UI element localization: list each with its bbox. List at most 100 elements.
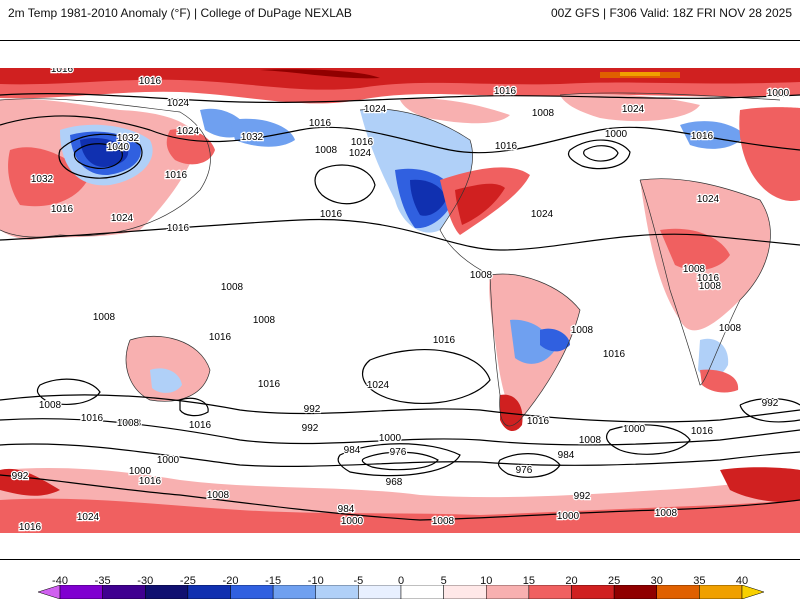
isobar-label: 1016	[351, 137, 374, 148]
isobar-label: 976	[516, 465, 533, 476]
colorbar-segment	[230, 585, 274, 599]
isobar-label: 1016	[697, 273, 720, 284]
isobar-label: 1008	[719, 323, 742, 334]
isobar-label: 1016	[51, 204, 74, 215]
isobar-label: 1008	[93, 312, 116, 323]
isobar-label: 992	[574, 491, 591, 502]
isobar-label: 1008	[699, 281, 722, 292]
isobar-label: 1016	[165, 170, 188, 181]
colorbar-tick-label: -15	[265, 575, 282, 587]
isobar-label: 1000	[767, 88, 790, 99]
colorbar-segment	[187, 585, 231, 599]
colorbar	[37, 585, 765, 599]
colorbar-segment	[358, 585, 402, 599]
colorbar-tick-label: -10	[307, 575, 324, 587]
colorbar-segment	[486, 585, 530, 599]
isobar-label: 992	[12, 471, 29, 482]
colorbar-min-arrow	[37, 585, 61, 599]
isobar-label: 1008	[315, 145, 338, 156]
colorbar-tick-label: 40	[735, 575, 749, 587]
colorbar-segment	[315, 585, 359, 599]
isobar-label: 1032	[117, 133, 140, 144]
isobar-label: 1000	[557, 511, 580, 522]
isobar-label: 1016	[691, 131, 714, 142]
colorbar-segment	[102, 585, 146, 599]
isobar-label: 1040	[107, 142, 130, 153]
map-title: 2m Temp 1981-2010 Anomaly (°F) | College…	[8, 6, 352, 20]
isobar-label: 1000	[157, 455, 180, 466]
isobar-label: 1000	[605, 129, 628, 140]
isobar-label: 984	[338, 504, 355, 515]
colorbar-segment	[59, 585, 103, 599]
isobar-label: 976	[390, 447, 407, 458]
colorbar-tick-label: -5	[353, 575, 364, 587]
isobar-label: 1008	[221, 282, 244, 293]
colorbar-tick-label: 35	[693, 575, 706, 587]
isobar-label: 968	[386, 477, 403, 488]
isobar-label: 1008	[432, 516, 455, 527]
isobar-label: 1008	[470, 270, 493, 281]
colorbar-tick-label: 25	[608, 575, 621, 587]
colorbar-tick-label: -35	[94, 575, 111, 587]
isobar-label: 1024	[167, 98, 190, 109]
isobar-label: 1008	[117, 418, 140, 429]
colorbar-max-arrow	[741, 585, 765, 599]
isobar-label: 1016	[81, 413, 104, 424]
isobar-label: 1024	[349, 148, 372, 159]
isobar-label: 992	[762, 398, 779, 409]
isobar-label: 1016	[495, 141, 518, 152]
isobar-label: 1024	[622, 104, 645, 115]
isobar-label: 1016	[527, 416, 550, 427]
isobar-label: 1016	[258, 379, 281, 390]
isobar-label: 1000	[129, 466, 152, 477]
isobar-label: 1016	[209, 332, 232, 343]
colorbar-tick-label: 30	[650, 575, 663, 587]
isobar-label: 1008	[253, 315, 276, 326]
colorbar-segment	[571, 585, 615, 599]
map-frame	[0, 40, 800, 560]
model-run-info: 00Z GFS | F306 Valid: 18Z FRI NOV 28 202…	[550, 6, 792, 20]
isobar-label: 1016	[309, 118, 332, 129]
isobar-label: 1016	[139, 476, 162, 487]
isobar-label: 1024	[531, 209, 554, 220]
colorbar-tick-label: -40	[52, 575, 68, 587]
colorbar-segment	[528, 585, 572, 599]
isobars	[0, 93, 800, 521]
isobar-label: 1016	[167, 223, 190, 234]
isobar-label: 1000	[341, 516, 364, 527]
isobar-label: 1000	[623, 424, 646, 435]
colorbar-segment	[400, 585, 444, 599]
isobar-label: 1024	[697, 194, 720, 205]
isobar-label: 992	[302, 423, 319, 434]
colorbar-segment	[443, 585, 487, 599]
isobar-label: 1024	[364, 104, 387, 115]
coastlines	[0, 92, 781, 427]
isobar-label: 1024	[111, 213, 134, 224]
isobar-label: 1008	[207, 490, 230, 501]
isobar-label: 992	[304, 404, 321, 415]
pressure-labels: 1016101610241024103210401024103210161008…	[10, 68, 790, 533]
colorbar-segment	[699, 585, 743, 599]
isobar-label: 1024	[77, 512, 100, 523]
isobar-label: 1024	[367, 380, 390, 391]
isobar-label: 1016	[51, 68, 74, 75]
isobar-label: 1008	[571, 325, 594, 336]
isobar-label: 1016	[139, 76, 162, 87]
isobar-label: 1032	[241, 132, 264, 143]
colorbar-tick-label: 20	[565, 575, 578, 587]
colorbar-segment	[272, 585, 316, 599]
colorbar-tick-label: 5	[440, 575, 447, 587]
isobar-label: 1016	[19, 522, 42, 533]
colorbar-tick-label: 15	[522, 575, 535, 587]
isobar-label: 1016	[494, 86, 517, 97]
isobar-label: 984	[558, 450, 575, 461]
isobar-label: 984	[344, 445, 361, 456]
isobar-label: 1016	[320, 209, 343, 220]
isobar-label: 1016	[189, 420, 212, 431]
isobar-label: 1008	[532, 108, 555, 119]
isobar-label: 1016	[433, 335, 456, 346]
isobar-label: 1008	[39, 400, 62, 411]
isobar-label: 1008	[119, 418, 142, 429]
isobar-label: 1016	[691, 426, 714, 437]
colorbar-segment	[613, 585, 657, 599]
